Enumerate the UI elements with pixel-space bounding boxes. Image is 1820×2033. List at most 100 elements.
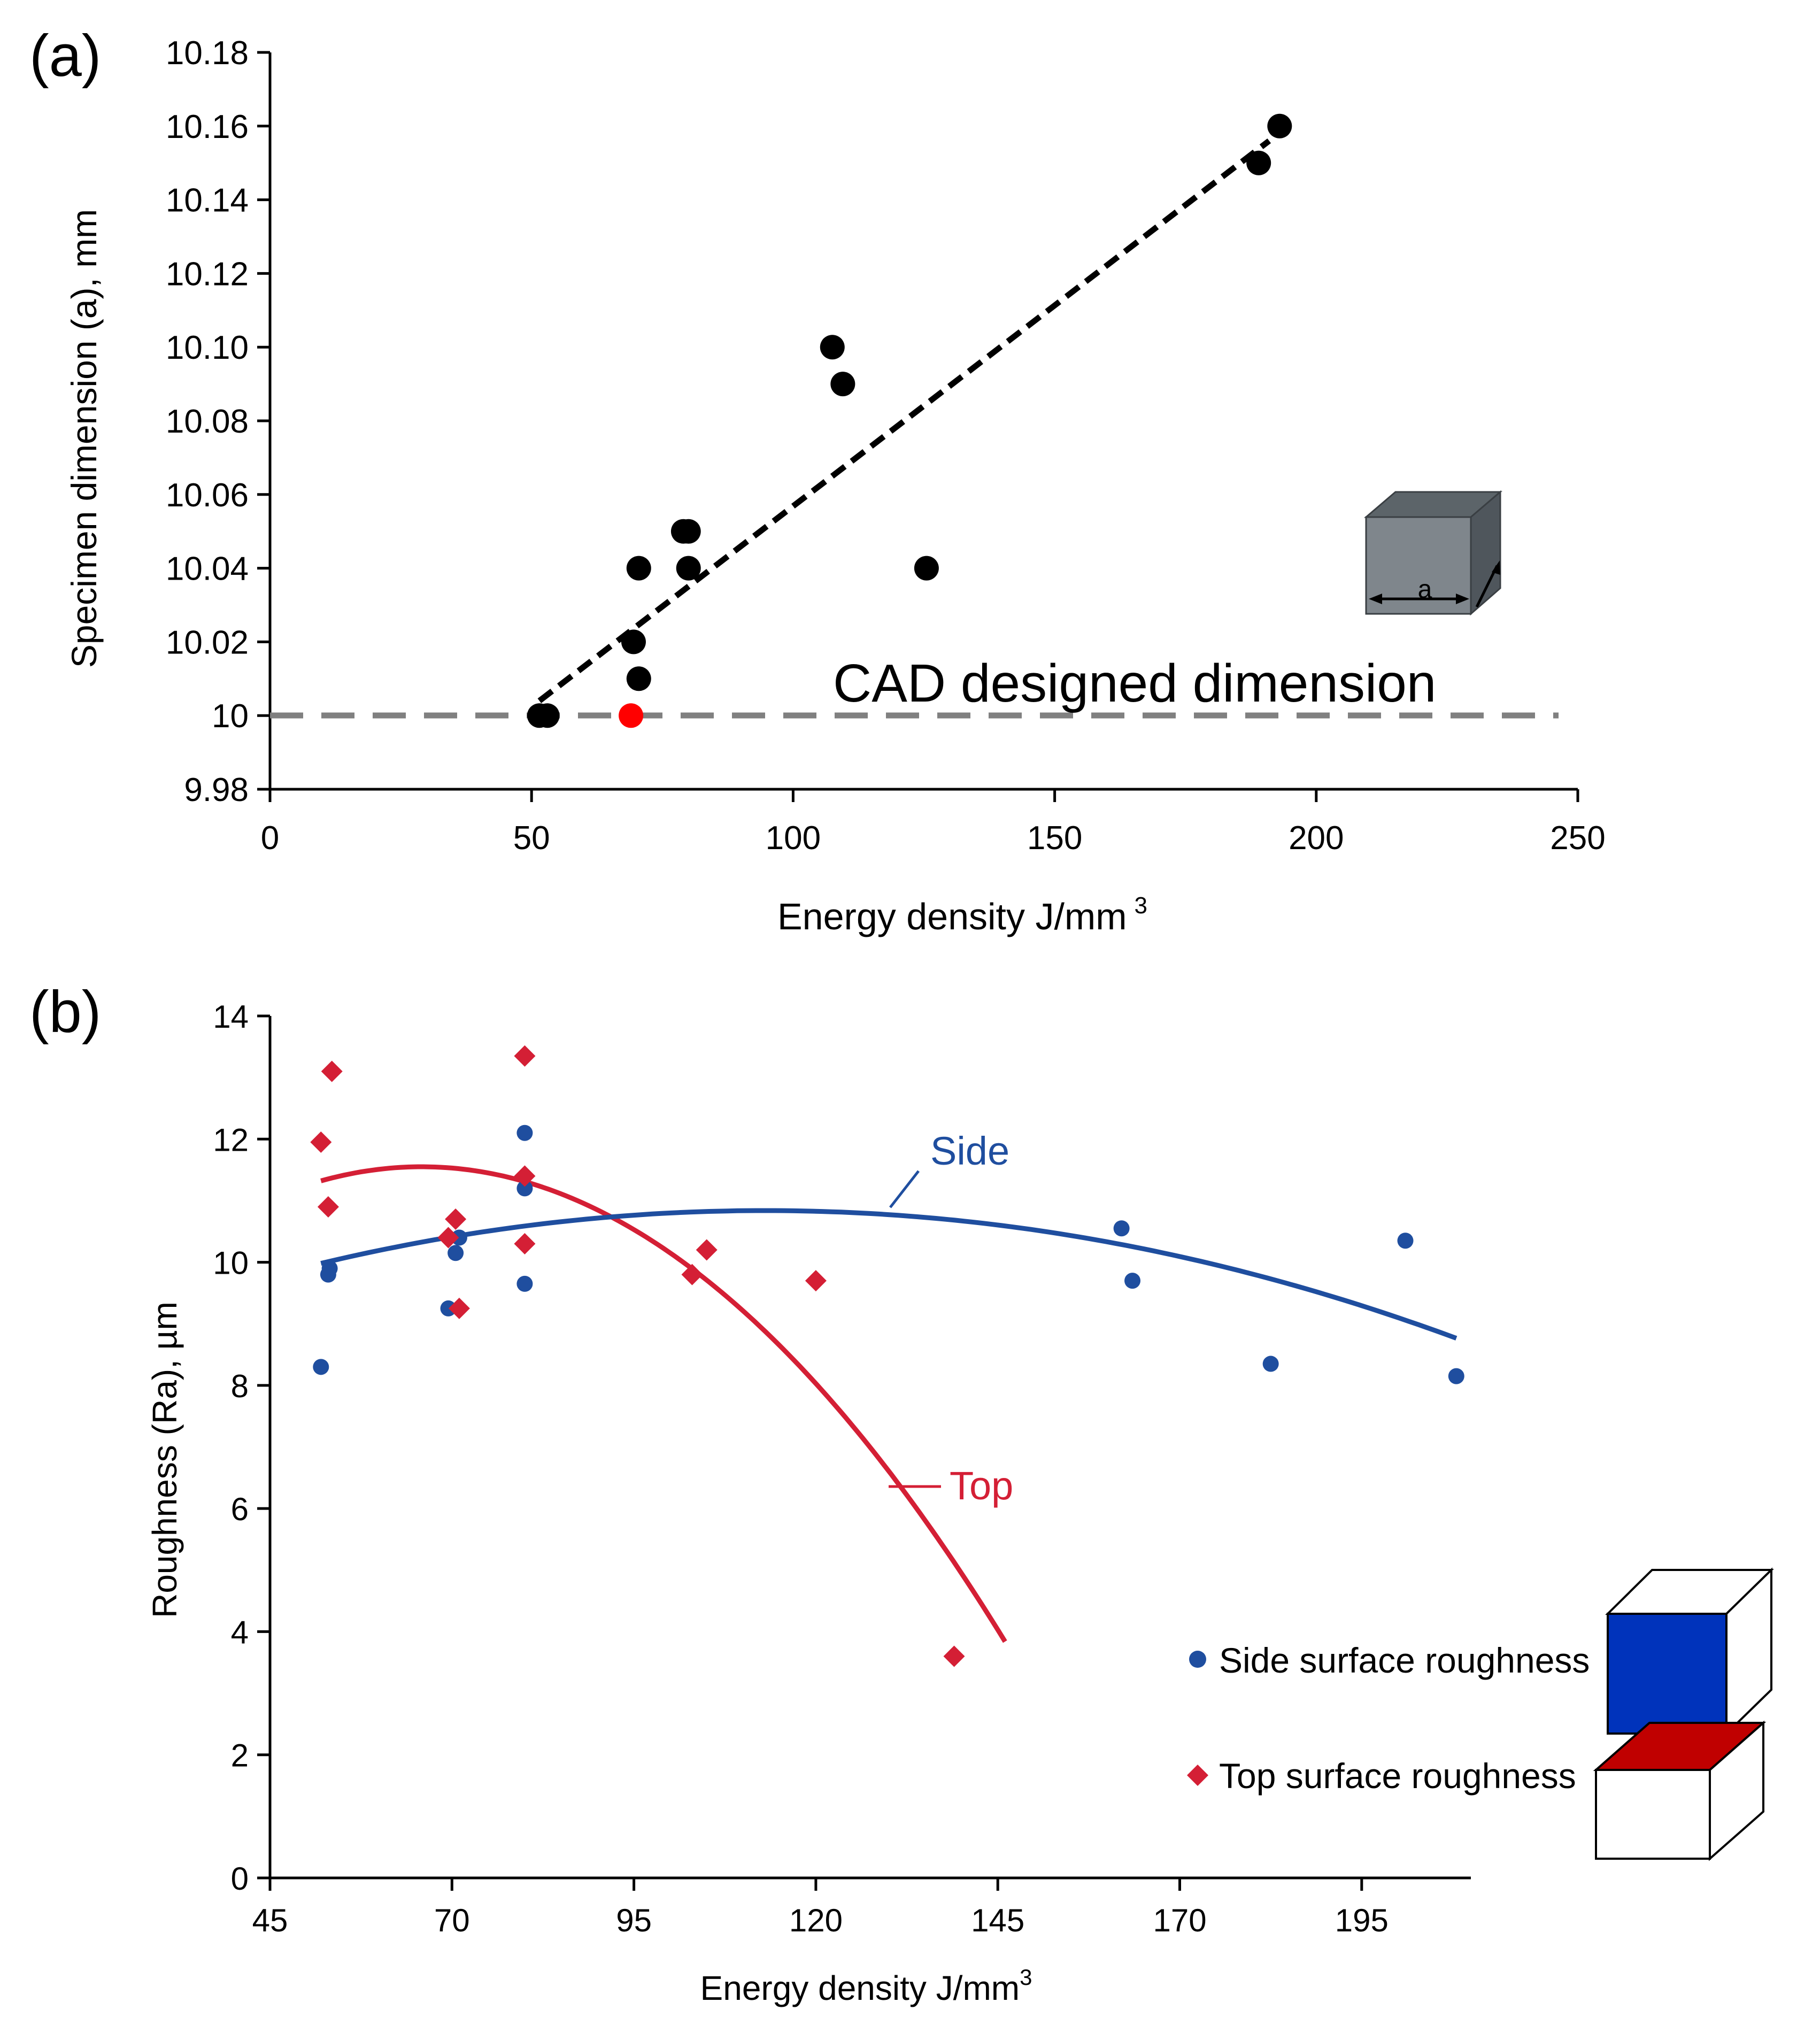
top-roughness-point — [437, 1227, 459, 1249]
panel-a-y-ticks: 9.98 10 10.02 10.04 10.06 10.08 10.10 10.12 10.1… — [166, 35, 270, 808]
specimen-point — [914, 556, 939, 581]
side-roughness-point — [448, 1245, 464, 1261]
panel-b-x-axis-title: Energy density J/mm3 — [700, 1965, 1032, 2007]
panel-b-x-axis-title-main: Energy density J/mm — [700, 1969, 1020, 2007]
panel-b-y-ticks: 0 2 4 6 8 10 12 14 — [213, 999, 270, 1897]
panel-b-legend: Side surface roughness Top surface rough… — [1187, 1567, 1774, 1861]
legend-side-cube — [1605, 1567, 1774, 1736]
panel-b-y-tick-label: 0 — [231, 1861, 249, 1897]
panel-a-x-tick-label: 250 — [1550, 820, 1605, 857]
side-roughness-point — [321, 1260, 338, 1277]
inset-arrowhead-right — [1456, 594, 1469, 604]
panel-a-y-tick-label: 10 — [212, 698, 249, 735]
panel-b-data-points — [310, 1045, 1464, 1667]
top-roughness-point — [805, 1270, 827, 1292]
panel-a: (a) 9.98 10 10.02 10.04 10.06 10.08 10.10 10.12… — [29, 23, 1606, 937]
inset-depth-arrowhead — [1492, 560, 1500, 575]
panel-a-x-axis-title: Energy density J/mm 3 — [777, 892, 1147, 937]
panel-a-inset-cube: a — [1363, 490, 1503, 616]
side-roughness-point — [516, 1275, 533, 1292]
panel-a-x-tick-label: 50 — [513, 820, 550, 857]
panel-a-x-ticks: 0 50 100 150 200 250 — [261, 789, 1606, 857]
top-roughness-point — [321, 1060, 343, 1082]
panel-a-data-points — [527, 113, 1292, 728]
panel-a-y-tick-label: 10.02 — [166, 624, 249, 661]
legend-top-marker — [1187, 1765, 1208, 1786]
top-cube-front — [1595, 1769, 1711, 1860]
top-roughness-point — [445, 1208, 467, 1230]
side-roughness-point — [516, 1180, 533, 1197]
panel-b-y-tick-label: 12 — [213, 1122, 249, 1158]
panel-a-trendline — [537, 138, 1271, 704]
panel-b-x-tick-label: 195 — [1335, 1903, 1389, 1938]
panel-a-y-axis-title: Specimen dimension (a), mm — [64, 209, 104, 668]
specimen-point — [830, 372, 855, 397]
top-roughness-point — [681, 1264, 703, 1285]
specimen-point — [676, 519, 701, 544]
legend-side-label: Side surface roughness — [1219, 1641, 1590, 1680]
panel-b-y-tick-label: 4 — [231, 1614, 249, 1650]
panel-a-y-tick-label: 10.04 — [166, 551, 249, 588]
panel-b-y-axis-title: Roughness (Ra), µm — [145, 1302, 184, 1618]
panel-a-x-axis-title-superscript: 3 — [1135, 892, 1147, 919]
top-roughness-point — [514, 1233, 536, 1255]
panel-a-y-tick-label: 10.08 — [166, 403, 249, 440]
side-roughness-point — [313, 1359, 329, 1375]
panel-a-y-tick-label: 10.12 — [166, 256, 249, 292]
panel-b-x-tick-label: 170 — [1153, 1903, 1206, 1938]
legend-top-label: Top surface roughness — [1219, 1756, 1576, 1796]
top-roughness-point — [514, 1165, 536, 1187]
top-roughness-point — [317, 1196, 339, 1218]
specimen-point — [820, 335, 845, 360]
side-roughness-point — [451, 1229, 467, 1246]
side-roughness-point — [1262, 1356, 1279, 1372]
side-curve-callout-line — [889, 1170, 920, 1208]
side-roughness-point — [1113, 1220, 1130, 1237]
panel-b: (b) 0 2 4 6 8 10 12 14 45 70 95 120 145 170 195 Side … — [29, 979, 1774, 2007]
inset-arrowhead-left — [1369, 594, 1382, 604]
side-roughness-point — [516, 1125, 533, 1141]
panel-a-y-tick-label: 10.10 — [166, 329, 249, 366]
side-roughness-point — [1448, 1368, 1464, 1384]
top-roughness-point — [448, 1297, 470, 1319]
specimen-point — [621, 629, 646, 654]
panel-b-x-tick-label: 145 — [971, 1903, 1024, 1938]
top-roughness-point — [514, 1045, 536, 1067]
top-curve-label: Top — [950, 1464, 1013, 1508]
panel-b-axes — [268, 1016, 1471, 1880]
legend-side-marker — [1189, 1651, 1206, 1668]
top-roughness-fit-curve — [320, 1164, 1007, 1643]
panel-a-x-axis-title-main: Energy density J/mm — [777, 896, 1127, 937]
panel-b-x-axis-title-superscript: 3 — [1020, 1965, 1032, 1990]
inset-cube-label: a — [1418, 575, 1432, 604]
legend-top-cube — [1593, 1720, 1767, 1861]
panel-b-label: (b) — [29, 979, 101, 1045]
panel-b-y-tick-label: 2 — [231, 1738, 249, 1774]
panel-b-y-tick-label: 14 — [213, 999, 249, 1035]
specimen-point — [535, 703, 560, 728]
specimen-point — [1267, 113, 1292, 138]
panel-b-y-tick-label: 8 — [231, 1368, 249, 1404]
specimen-point — [626, 556, 651, 581]
panel-a-x-tick-label: 0 — [261, 820, 279, 857]
top-roughness-point — [310, 1131, 332, 1153]
side-roughness-point — [1124, 1273, 1141, 1289]
side-roughness-point — [1397, 1233, 1414, 1249]
side-roughness-fit-curve — [320, 1208, 1457, 1341]
top-roughness-point — [943, 1645, 965, 1667]
highlighted-specimen-point — [619, 703, 644, 728]
panel-b-x-tick-label: 120 — [789, 1903, 843, 1938]
top-roughness-point — [696, 1239, 718, 1261]
panel-b-x-tick-label: 70 — [434, 1903, 470, 1938]
panel-a-y-tick-label: 9.98 — [184, 772, 249, 808]
side-roughness-point — [440, 1300, 457, 1316]
panel-b-y-tick-label: 10 — [213, 1245, 249, 1281]
cad-reference-label: CAD designed dimension — [833, 653, 1436, 713]
panel-a-x-tick-label: 100 — [766, 820, 821, 857]
panel-a-y-tick-label: 10.06 — [166, 477, 249, 514]
panel-a-label: (a) — [29, 23, 101, 89]
specimen-point — [626, 666, 651, 691]
specimen-point — [676, 556, 701, 581]
